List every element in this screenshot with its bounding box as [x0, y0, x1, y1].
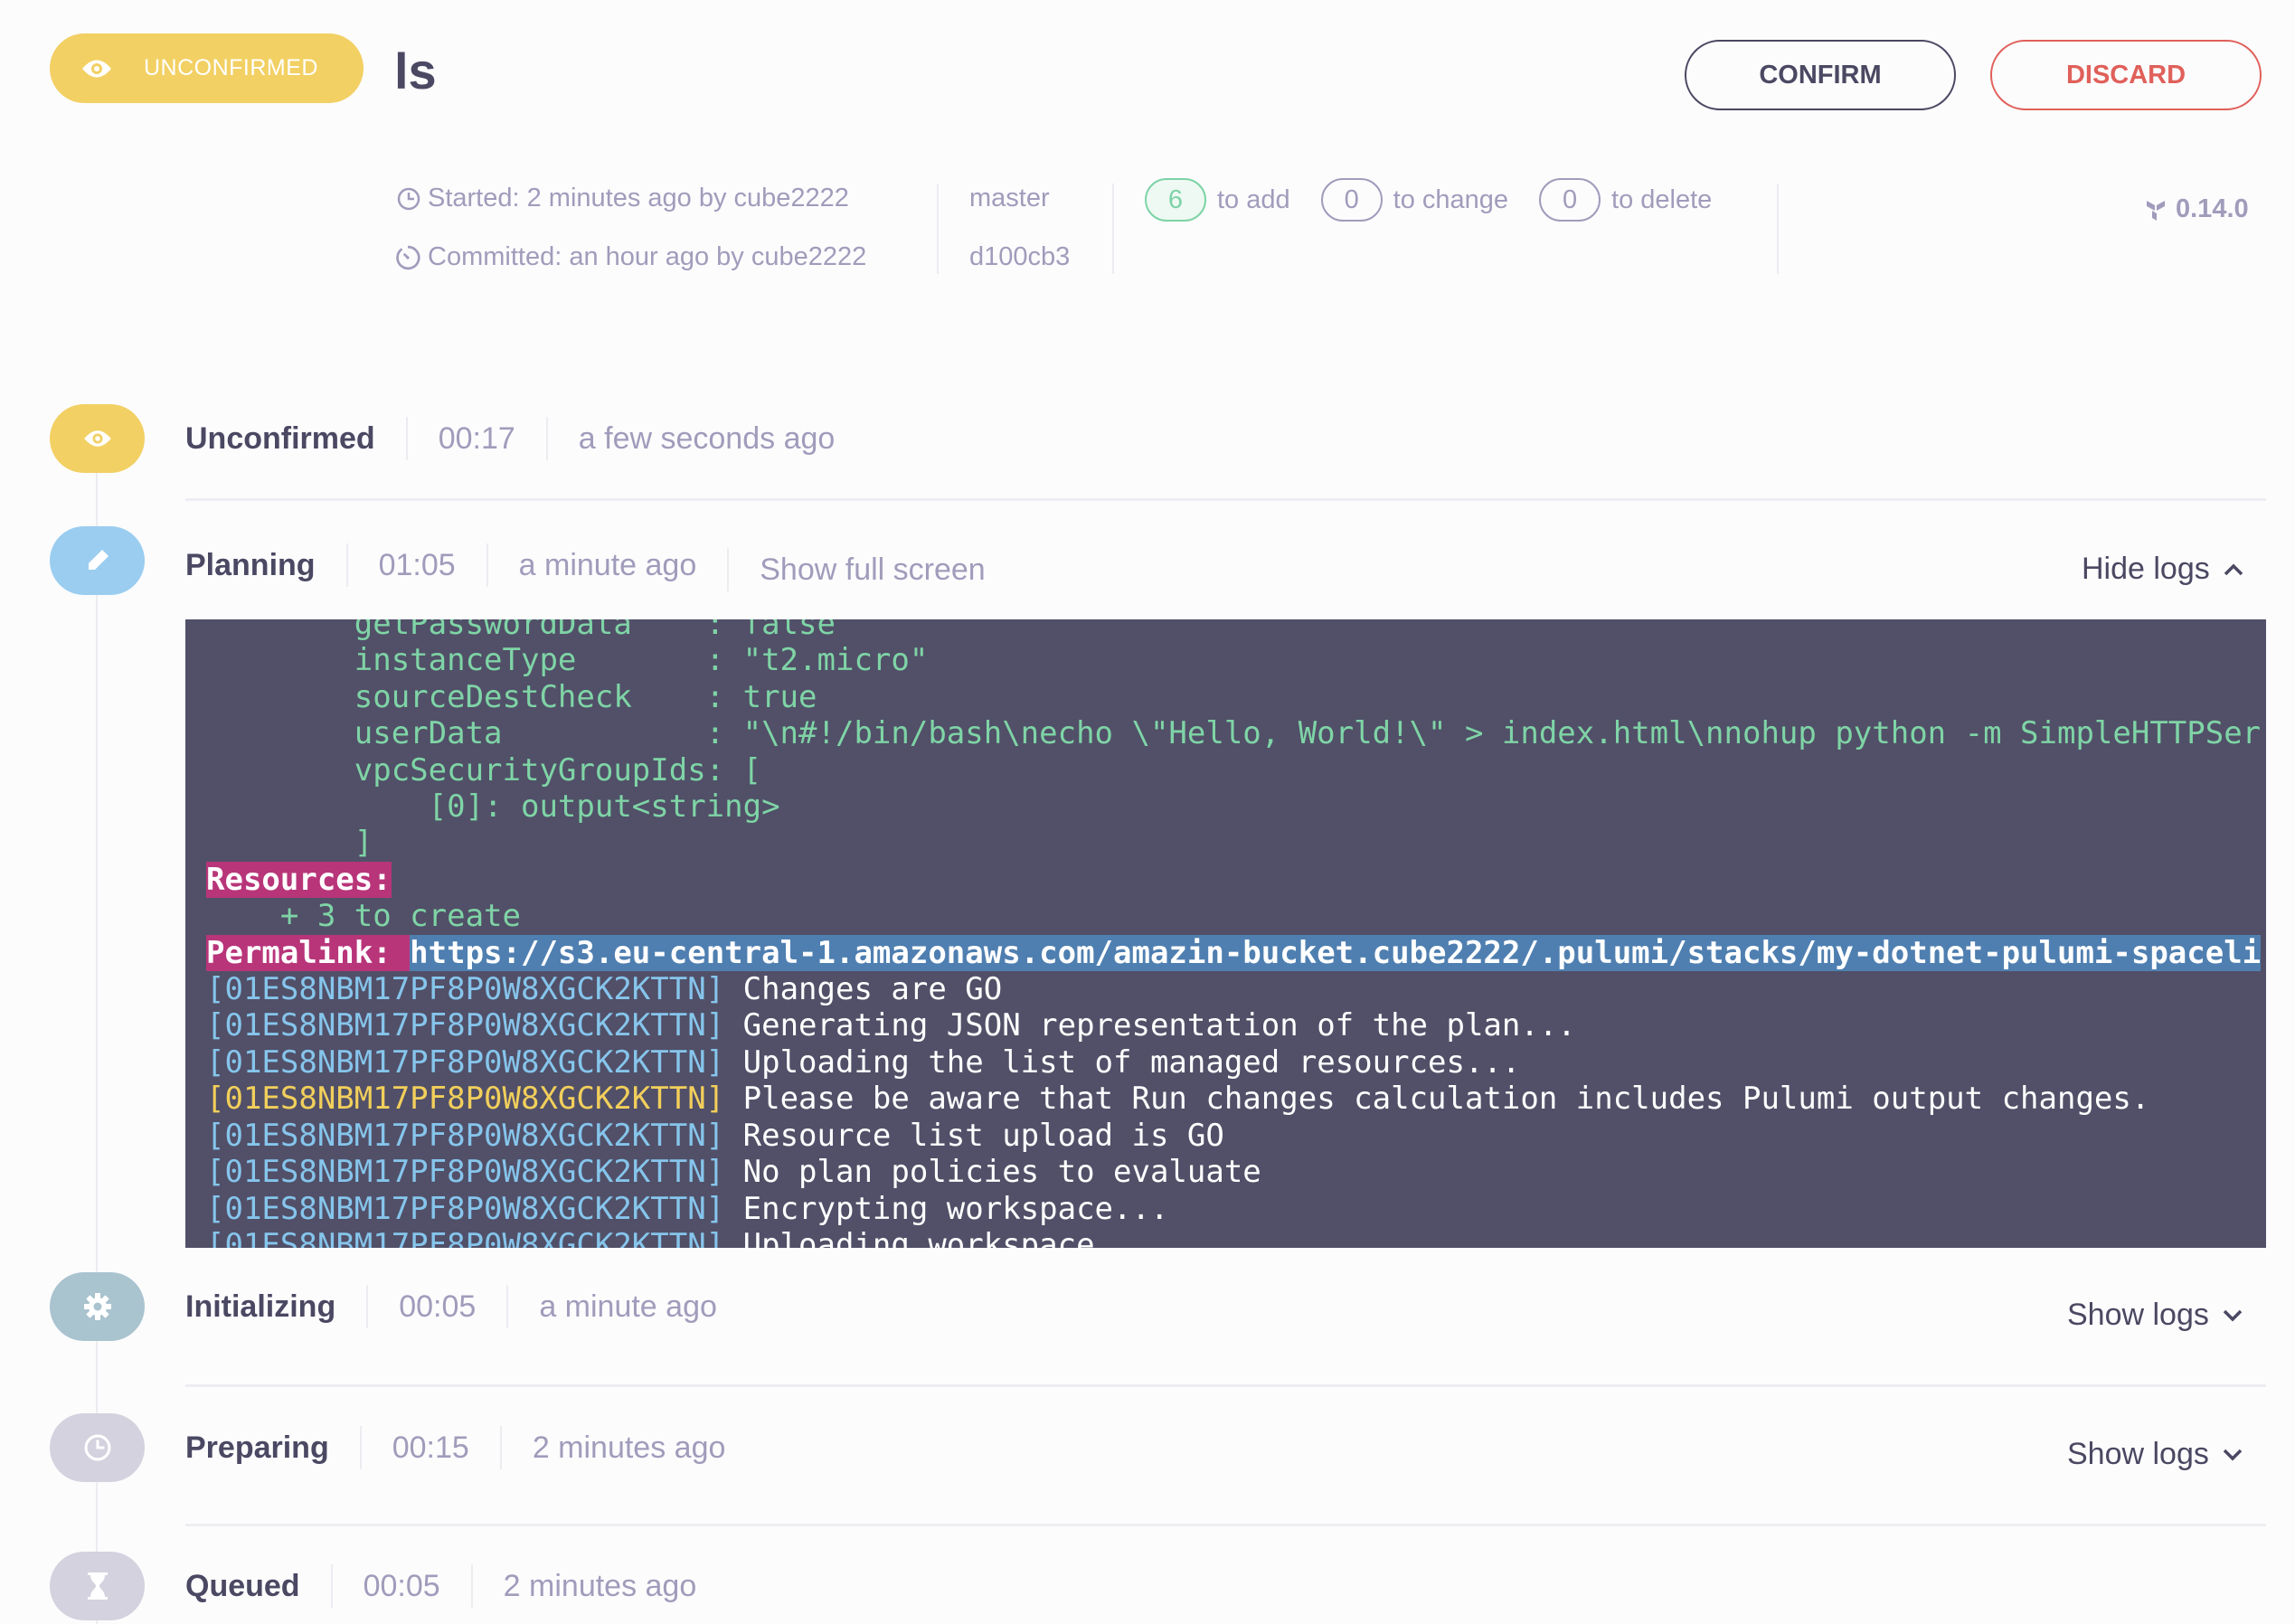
- log-line: [0]: output<string>: [206, 788, 780, 825]
- log-output: getPasswordData : false instanceType : "…: [206, 619, 2262, 1248]
- stage-queued: Queued 00:05 2 minutes ago: [185, 1564, 727, 1608]
- timeline-line: [96, 470, 98, 1624]
- log-line: ]: [206, 825, 373, 861]
- stage-icon-initializing: [50, 1272, 145, 1341]
- log-text: userData : "\n#!/bin/bash\necho \"Hello,…: [206, 715, 2262, 752]
- stage-icon-preparing: [50, 1413, 145, 1482]
- permalink-url[interactable]: https://s3.eu-central-1.amazonaws.com/am…: [410, 934, 2262, 971]
- started-info: Started: 2 minutes ago by cube2222: [397, 184, 849, 213]
- log-line: [01ES8NBM17PF8P0W8XGCK2KTTN] No plan pol…: [206, 1154, 1261, 1190]
- stage-icon-queued: [50, 1552, 145, 1620]
- resource-changes: 6 to add 0 to change 0 to delete: [1145, 178, 1712, 222]
- pulumi-logo-icon: [2147, 200, 2165, 221]
- log-line: [01ES8NBM17PF8P0W8XGCK2KTTN] Uploading t…: [206, 1044, 1520, 1081]
- log-line: [01ES8NBM17PF8P0W8XGCK2KTTN] Uploading w…: [206, 1227, 1150, 1248]
- log-message: No plan policies to evaluate: [724, 1154, 1261, 1191]
- log-line: [01ES8NBM17PF8P0W8XGCK2KTTN] Changes are…: [206, 971, 1002, 1007]
- discard-button[interactable]: DISCARD: [1990, 40, 2262, 110]
- confirm-button[interactable]: CONFIRM: [1685, 40, 1956, 110]
- stage-icon-unconfirmed: [50, 404, 145, 473]
- stage-icon-planning: [50, 526, 145, 595]
- run-id: [01ES8NBM17PF8P0W8XGCK2KTTN]: [206, 1117, 725, 1154]
- log-line: instanceType : "t2.micro": [206, 642, 929, 679]
- run-id: [01ES8NBM17PF8P0W8XGCK2KTTN]: [206, 1154, 725, 1191]
- log-message: Encrypting workspace...: [724, 1190, 1169, 1227]
- committed-info: Committed: an hour ago by cube2222: [395, 242, 866, 272]
- eye-icon: [82, 60, 111, 77]
- log-line: Permalink: https://s3.eu-central-1.amazo…: [206, 934, 2262, 971]
- stage-initializing: Initializing 00:05 a minute ago: [185, 1285, 748, 1328]
- stage-unconfirmed: Unconfirmed 00:17 a few seconds ago: [185, 417, 865, 460]
- log-line: + 3 to create: [206, 898, 521, 934]
- commit-link[interactable]: d100cb3: [969, 242, 1071, 271]
- version-info: 0.14.0: [2145, 194, 2249, 224]
- run-id: [01ES8NBM17PF8P0W8XGCK2KTTN]: [206, 1043, 725, 1081]
- log-message: Please be aware that Run changes calcula…: [724, 1081, 2150, 1118]
- to-change-count: 0: [1320, 178, 1383, 222]
- run-id: [01ES8NBM17PF8P0W8XGCK2KTTN]: [206, 1226, 725, 1248]
- log-message: Generating JSON representation of the pl…: [724, 1007, 1576, 1044]
- show-logs-button-preparing[interactable]: Show logs: [2067, 1437, 2243, 1472]
- stage-preparing: Preparing 00:15 2 minutes ago: [185, 1426, 756, 1469]
- pencil-icon: [88, 550, 109, 570]
- log-line: sourceDestCheck : true: [206, 679, 817, 715]
- log-text: + 3 to create: [206, 898, 521, 935]
- to-add-count: 6: [1145, 178, 1206, 222]
- log-text: instanceType : "t2.micro": [206, 642, 929, 679]
- resources-label: Resources:: [206, 861, 392, 898]
- log-message: Resource list upload is GO: [724, 1117, 1224, 1154]
- log-text: ]: [206, 825, 373, 862]
- log-line: userData : "\n#!/bin/bash\necho \"Hello,…: [206, 715, 2261, 751]
- show-full-screen-link[interactable]: Show full screen: [727, 548, 1015, 591]
- commit-clock-icon: [396, 245, 420, 269]
- chevron-down-icon: [2223, 1309, 2243, 1321]
- log-line: [01ES8NBM17PF8P0W8XGCK2KTTN] Encrypting …: [206, 1191, 1168, 1227]
- branch-link[interactable]: master: [969, 184, 1050, 212]
- log-text: [0]: output<string>: [206, 788, 780, 826]
- stage-planning: Planning 01:05 a minute ago Show full sc…: [185, 539, 1016, 591]
- clock-icon: [84, 1434, 110, 1461]
- gear-icon: [83, 1293, 111, 1320]
- log-text: sourceDestCheck : true: [206, 678, 817, 715]
- hourglass-icon: [87, 1572, 108, 1600]
- log-text: vpcSecurityGroupIds: [: [206, 751, 762, 788]
- chevron-down-icon: [2223, 1449, 2243, 1460]
- log-line: vpcSecurityGroupIds: [: [206, 752, 761, 788]
- log-line: Resources:: [206, 861, 392, 898]
- log-text: getPasswordData : false: [206, 619, 836, 642]
- status-badge-label: UNCONFIRMED: [144, 55, 318, 80]
- log-message: Uploading the list of managed resources.…: [724, 1043, 1521, 1081]
- eye-icon: [83, 430, 111, 447]
- run-id: [01ES8NBM17PF8P0W8XGCK2KTTN]: [206, 1081, 725, 1118]
- page-title: ls: [394, 42, 437, 99]
- show-logs-button-initializing[interactable]: Show logs: [2067, 1298, 2243, 1333]
- log-panel[interactable]: getPasswordData : false instanceType : "…: [185, 619, 2266, 1248]
- log-line: [01ES8NBM17PF8P0W8XGCK2KTTN] Resource li…: [206, 1118, 1224, 1154]
- log-message: Changes are GO: [724, 971, 1003, 1008]
- permalink-label: Permalink:: [206, 934, 411, 971]
- clock-icon: [397, 187, 420, 210]
- log-line: [01ES8NBM17PF8P0W8XGCK2KTTN] Please be a…: [206, 1081, 2149, 1117]
- log-message: Uploading workspace...: [724, 1226, 1150, 1248]
- run-id: [01ES8NBM17PF8P0W8XGCK2KTTN]: [206, 1007, 725, 1044]
- chevron-up-icon: [2224, 563, 2243, 575]
- hide-logs-button[interactable]: Hide logs: [2082, 552, 2244, 587]
- status-badge: UNCONFIRMED: [50, 33, 364, 103]
- run-id: [01ES8NBM17PF8P0W8XGCK2KTTN]: [206, 971, 725, 1008]
- to-delete-count: 0: [1539, 178, 1601, 222]
- run-id: [01ES8NBM17PF8P0W8XGCK2KTTN]: [206, 1190, 725, 1227]
- log-line: [01ES8NBM17PF8P0W8XGCK2KTTN] Generating …: [206, 1007, 1576, 1043]
- log-line: getPasswordData : false: [206, 619, 836, 642]
